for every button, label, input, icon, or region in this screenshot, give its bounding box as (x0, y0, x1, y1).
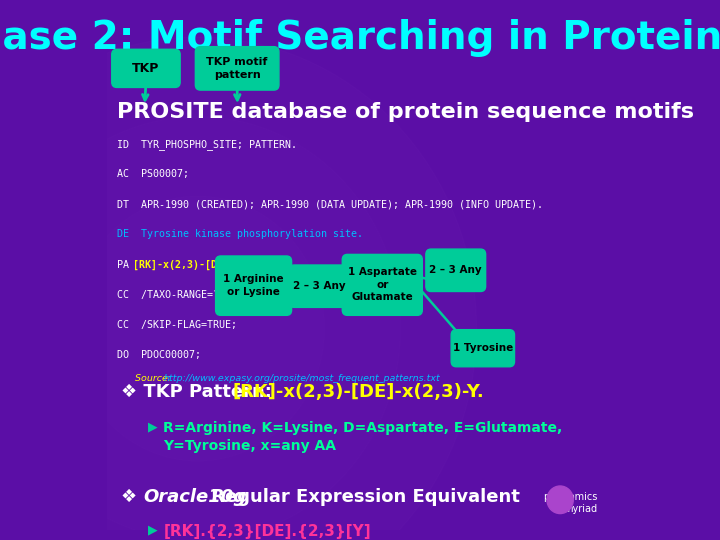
Text: Source:: Source: (135, 374, 174, 383)
Text: PA: PA (117, 260, 141, 269)
Text: DT  APR-1990 (CREATED); APR-1990 (DATA UPDATE); APR-1990 (INFO UPDATE).: DT APR-1990 (CREATED); APR-1990 (DATA UP… (117, 199, 543, 210)
Text: [RK]-x(2,3)-[DE]-x(2,3)-Y.: [RK]-x(2,3)-[DE]-x(2,3)-Y. (133, 260, 289, 270)
FancyBboxPatch shape (215, 256, 292, 315)
Circle shape (0, 37, 477, 540)
Text: 1 Arginine
or Lysine: 1 Arginine or Lysine (223, 274, 284, 297)
Text: PROSITE database of protein sequence motifs: PROSITE database of protein sequence mot… (117, 102, 694, 122)
Text: R=Arginine, K=Lysine, D=Aspartate, E=Glutamate,
Y=Tyrosine, x=any AA: R=Arginine, K=Lysine, D=Aspartate, E=Glu… (163, 421, 562, 453)
Text: CC  /TAXO-RANGE=??E?V; CC /SITE=5,phosphorylation;: CC /TAXO-RANGE=??E?V; CC /SITE=5,phospho… (117, 290, 417, 300)
Text: Regular Expression Equivalent: Regular Expression Equivalent (205, 488, 521, 505)
Text: [RK].{2,3}[DE].{2,3}[Y]: [RK].{2,3}[DE].{2,3}[Y] (163, 524, 371, 538)
Text: 2 – 3 Any: 2 – 3 Any (429, 265, 482, 275)
Text: TKP: TKP (132, 62, 160, 75)
Text: http://www.expasy.org/prosite/most_frequent_patterns.txt: http://www.expasy.org/prosite/most_frequ… (163, 374, 440, 383)
Text: Oracle10g: Oracle10g (143, 488, 246, 505)
Text: CC  /SKIP-FLAG=TRUE;: CC /SKIP-FLAG=TRUE; (117, 320, 237, 330)
Text: 2 – 3 Any: 2 – 3 Any (292, 281, 346, 291)
Text: ❖ TKP Pattern:: ❖ TKP Pattern: (121, 383, 278, 401)
Text: proteomics
myriad: proteomics myriad (543, 492, 597, 514)
FancyBboxPatch shape (112, 49, 180, 87)
FancyBboxPatch shape (195, 46, 279, 90)
Text: TKP motif
pattern: TKP motif pattern (207, 57, 268, 79)
Text: [RK]-x(2,3)-[DE]-x(2,3)-Y.: [RK]-x(2,3)-[DE]-x(2,3)-Y. (233, 383, 484, 401)
Text: 1 Aspartate
or
Glutamate: 1 Aspartate or Glutamate (348, 267, 417, 302)
Text: ID  TYR_PHOSPHO_SITE; PATTERN.: ID TYR_PHOSPHO_SITE; PATTERN. (117, 139, 297, 150)
FancyBboxPatch shape (342, 254, 423, 315)
Text: ❖: ❖ (121, 488, 143, 505)
Circle shape (547, 486, 573, 514)
Text: Case 2: Motif Searching in Proteins: Case 2: Motif Searching in Proteins (0, 18, 720, 57)
FancyBboxPatch shape (451, 329, 515, 367)
Text: ▶: ▶ (148, 524, 166, 537)
Text: DE  Tyrosine kinase phosphorylation site.: DE Tyrosine kinase phosphorylation site. (117, 230, 363, 239)
Circle shape (0, 117, 400, 540)
Circle shape (71, 196, 325, 461)
Text: 1 Tyrosine: 1 Tyrosine (453, 343, 513, 353)
Text: AC  PS00007;: AC PS00007; (117, 169, 189, 179)
FancyBboxPatch shape (426, 249, 486, 292)
FancyBboxPatch shape (289, 265, 349, 307)
Text: ▶: ▶ (148, 421, 166, 434)
Text: DO  PDOC00007;: DO PDOC00007; (117, 350, 201, 360)
